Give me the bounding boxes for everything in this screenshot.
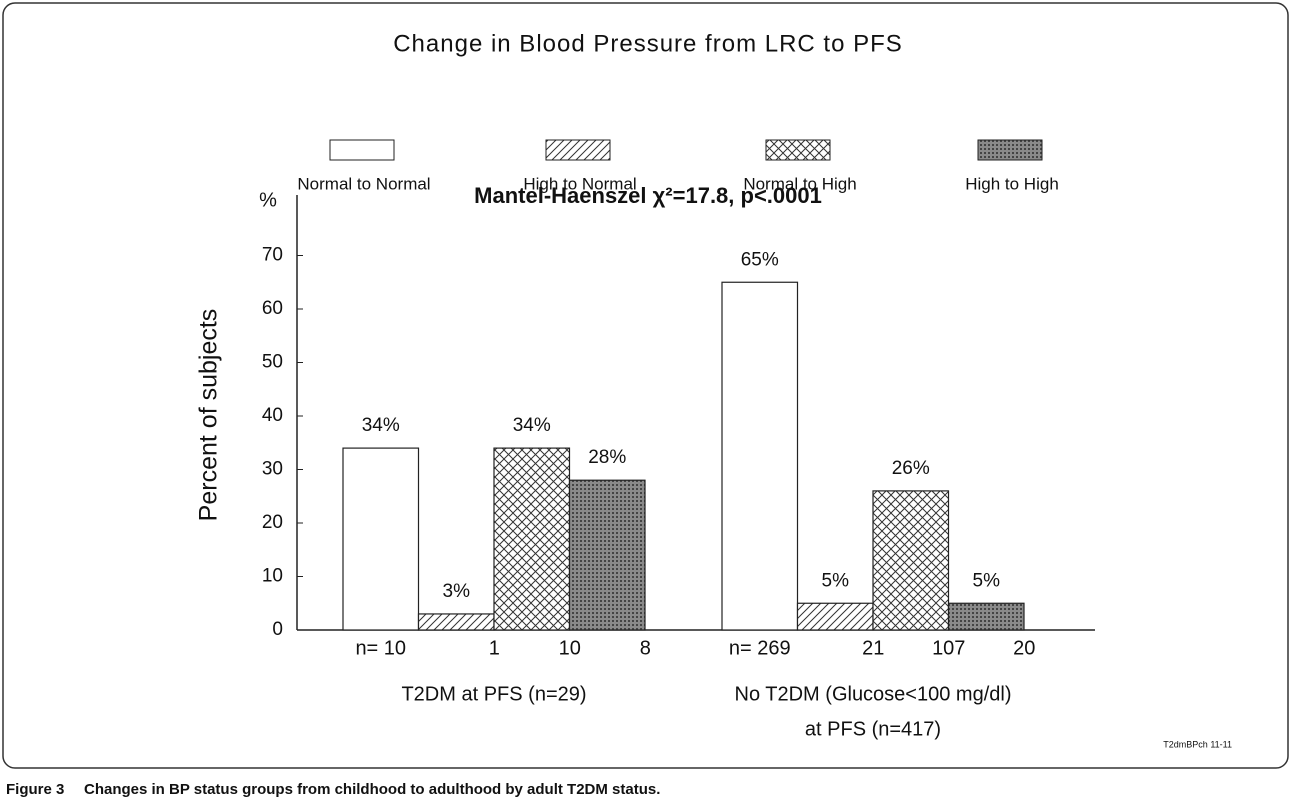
chart-subtitle: Mantel-Haenszel χ²=17.8, p<.0001 — [474, 183, 822, 208]
y-tick-label: 0 — [272, 619, 283, 640]
x-category-label: at PFS (n=417) — [805, 718, 941, 740]
bar — [872, 490, 950, 631]
n-label: 107 — [932, 637, 965, 659]
n-label: n= 10 — [355, 637, 406, 659]
bar — [568, 479, 646, 631]
y-tick-label: 60 — [262, 298, 283, 319]
n-label: n= 269 — [729, 637, 791, 659]
y-tick-label: 30 — [262, 459, 283, 480]
value-label: 5% — [973, 570, 1001, 591]
bar — [796, 602, 874, 631]
legend-swatch — [977, 139, 1043, 161]
n-label: 8 — [640, 637, 651, 659]
legend-swatch — [545, 139, 611, 161]
bar — [947, 602, 1025, 631]
value-label: 5% — [822, 570, 850, 591]
legend-label: Normal to High — [743, 174, 856, 193]
x-category-label: T2DM at PFS (n=29) — [401, 683, 586, 705]
note: T2dmBPch 11-11 — [1163, 739, 1232, 749]
y-tick-label: 10 — [262, 566, 283, 587]
n-label: 20 — [1013, 637, 1035, 659]
bar — [493, 447, 571, 631]
bar — [342, 447, 420, 631]
legend-label: Normal to Normal — [297, 174, 430, 193]
bar — [417, 613, 495, 631]
y-tick-label: 70 — [262, 245, 283, 266]
y-unit: % — [259, 189, 277, 211]
y-tick-label: 20 — [262, 512, 283, 533]
n-label: 10 — [559, 637, 581, 659]
chart-title: Change in Blood Pressure from LRC to PFS — [393, 30, 903, 57]
x-category-label: No T2DM (Glucose<100 mg/dl) — [735, 683, 1012, 705]
n-label: 21 — [862, 637, 884, 659]
value-label: 65% — [741, 249, 779, 270]
value-label: 3% — [443, 581, 471, 602]
y-tick-label: 50 — [262, 352, 283, 373]
legend-label: High to High — [965, 174, 1059, 193]
caption-text: Changes in BP status groups from childho… — [84, 781, 660, 798]
caption-label: Figure 3 — [6, 781, 64, 798]
legend-swatch — [329, 139, 395, 161]
frame — [2, 2, 1289, 769]
n-label: 1 — [489, 637, 500, 659]
value-label: 26% — [892, 458, 930, 479]
legend-swatch — [765, 139, 831, 161]
bar — [721, 281, 799, 631]
legend-label: High to Normal — [523, 174, 636, 193]
y-tick-label: 40 — [262, 405, 283, 426]
value-label: 34% — [362, 415, 400, 436]
value-label: 28% — [588, 447, 626, 468]
value-label: 34% — [513, 415, 551, 436]
y-axis-label: Percent of subjects — [195, 309, 223, 522]
